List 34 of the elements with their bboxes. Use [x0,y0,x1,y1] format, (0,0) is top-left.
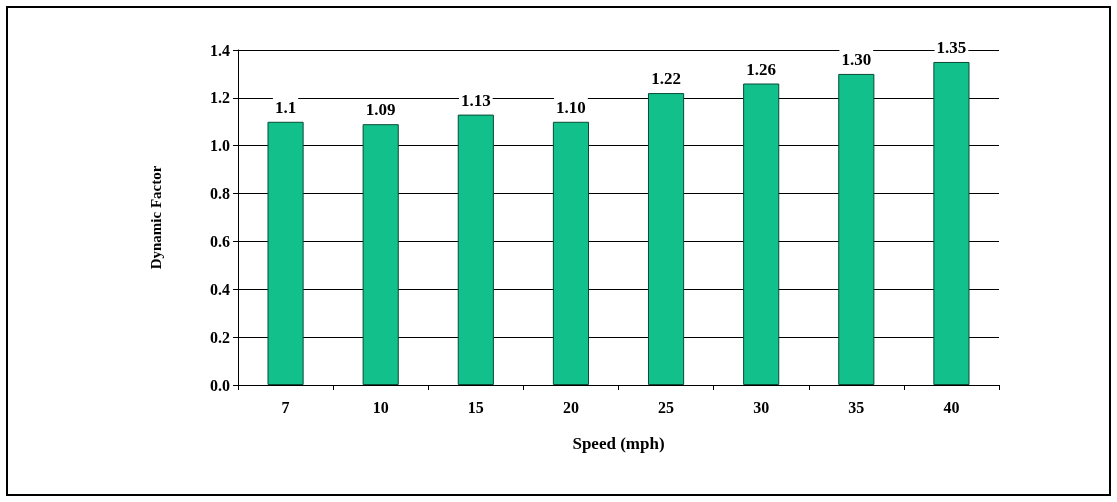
x-tick-label: 35 [848,398,865,416]
bar [933,61,970,385]
x-tick-label: 40 [943,398,960,416]
data-label: 1.30 [841,49,872,69]
bar [552,121,590,385]
bar [267,121,304,385]
x-tick-label: 20 [562,398,579,416]
data-label: 1.22 [651,69,681,89]
y-tick-label: 0.2 [210,328,230,346]
bar [838,73,875,385]
x-tick-label: 30 [753,398,770,416]
data-label: 1.13 [460,90,491,110]
x-tick-label: 15 [467,398,484,416]
data-label: 1.09 [365,100,396,120]
y-tick-label: 1.4 [210,41,230,59]
data-label: 1.35 [936,37,967,57]
y-axis-title: Dynamic Factor [147,165,164,270]
x-axis-title: Speed (mph) [572,434,665,453]
bar [457,114,494,385]
y-tick-label: 0.4 [210,280,230,298]
x-tick-label: 7 [281,398,290,416]
x-tick-label: 10 [372,398,389,416]
bar [647,93,685,385]
y-tick-label: 0.0 [210,376,230,394]
y-tick-label: 0.6 [210,232,230,250]
y-tick-label: 1.2 [210,89,230,107]
data-label: 1.10 [556,97,586,117]
x-tick-label: 25 [658,398,675,416]
data-label: 1.26 [746,59,777,79]
data-label: 1.1 [274,97,297,117]
y-tick-label: 0.8 [210,185,230,203]
bar [362,124,399,385]
y-tick-label: 1.0 [210,137,230,155]
bar [743,83,780,385]
